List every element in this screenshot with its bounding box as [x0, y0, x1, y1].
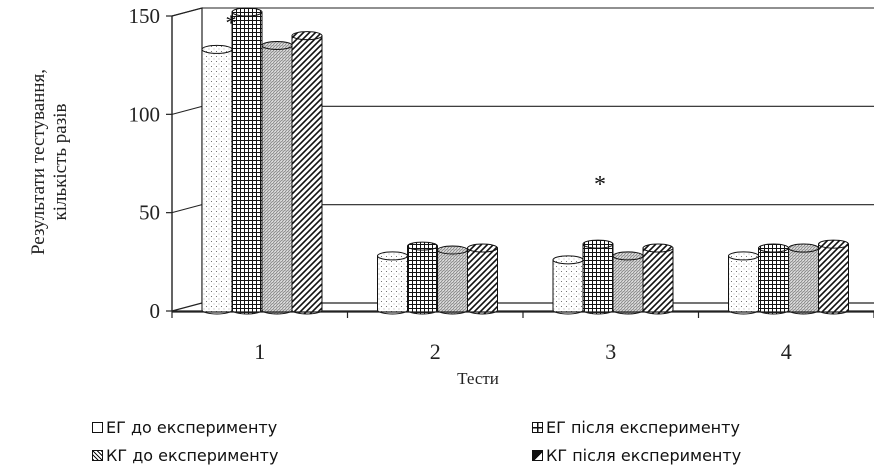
bar-chart: 0 50 100 150 1 2 3 4 Тести * * — [129, 4, 874, 388]
bar — [291, 31, 323, 315]
bar-body — [552, 259, 584, 315]
legend-label: ЕГ після експерименту — [546, 418, 740, 437]
legend-swatch-empty-icon — [92, 422, 103, 433]
legend-label: ЕГ до експерименту — [106, 418, 278, 437]
bar-top — [437, 245, 468, 255]
x-axis-title: Тести — [457, 369, 499, 388]
bar-body — [728, 255, 759, 315]
bar-body — [582, 243, 614, 315]
bar — [261, 40, 293, 315]
bar-body — [467, 247, 498, 315]
bar-body — [261, 44, 293, 315]
y-tick-label: 100 — [129, 102, 161, 126]
bar-top — [377, 251, 408, 261]
bar — [728, 251, 759, 315]
legend: ЕГ до експерименту ЕГ після експерименту… — [0, 412, 874, 470]
bar — [818, 239, 849, 315]
bar-body — [758, 247, 789, 315]
bar-top — [612, 251, 644, 261]
y-tick-label: 0 — [150, 299, 161, 323]
legend-item-kg-before: КГ до експерименту — [92, 446, 278, 465]
bar — [582, 239, 614, 315]
y-tick-label: 50 — [139, 201, 160, 225]
bar-top — [758, 243, 789, 253]
bar-body — [437, 249, 468, 315]
bar — [377, 251, 408, 315]
bar-top — [788, 243, 819, 253]
bar-body — [612, 255, 644, 315]
bars — [201, 7, 849, 315]
bar-body — [291, 35, 323, 315]
legend-item-eg-after: ЕГ після експерименту — [532, 418, 740, 437]
x-axis: 1 2 3 4 — [171, 311, 874, 364]
bar — [758, 243, 789, 315]
bar-top — [818, 239, 849, 249]
bar-top — [467, 243, 498, 253]
gridline-diagonal — [171, 105, 203, 115]
bar — [612, 251, 644, 315]
side-wall — [171, 7, 203, 312]
bar — [642, 243, 674, 315]
gridline-diagonal — [171, 204, 203, 214]
bar-top — [582, 239, 614, 249]
x-tick-label: 1 — [254, 339, 265, 364]
y-axis-title: Результати тестування, кількість разів — [28, 57, 72, 267]
legend-swatch-dotted-icon — [92, 450, 103, 461]
bar-top — [407, 241, 438, 251]
bar-top — [291, 31, 323, 41]
bar-body — [377, 255, 408, 315]
bar — [552, 255, 584, 315]
legend-item-kg-after: КГ після експерименту — [532, 446, 741, 465]
bar — [201, 44, 233, 315]
y-axis-title-line2: кількість разів — [50, 103, 71, 221]
bar-body — [231, 11, 263, 315]
bar-top — [642, 243, 674, 253]
y-axis: 0 50 100 150 — [129, 4, 173, 323]
legend-label: КГ до експерименту — [106, 446, 279, 465]
bar — [231, 7, 263, 315]
bar — [407, 241, 438, 315]
bar-body — [642, 247, 674, 315]
legend-swatch-diagonal-icon — [532, 450, 543, 461]
legend-item-eg-before: ЕГ до експерименту — [92, 418, 277, 437]
gridline-diagonal — [171, 7, 203, 17]
x-tick-label: 2 — [430, 339, 441, 364]
x-tick-label: 3 — [605, 339, 616, 364]
legend-swatch-grid-icon — [532, 422, 543, 433]
legend-label: КГ після експерименту — [546, 446, 742, 465]
bar-top — [552, 255, 584, 265]
bar-top — [231, 7, 263, 17]
bar — [788, 243, 819, 315]
bar — [467, 243, 498, 315]
bar-body — [407, 245, 438, 315]
bar-top — [261, 40, 293, 50]
bar-body — [788, 247, 819, 315]
bar — [437, 245, 468, 315]
significance-marker-2: * — [594, 172, 606, 198]
y-tick-label: 150 — [129, 4, 161, 28]
y-axis-title-line1: Результати тестування, — [28, 68, 49, 256]
bar-body — [818, 243, 849, 315]
significance-marker-1: * — [226, 10, 237, 35]
bar-body — [201, 48, 233, 315]
x-tick-label: 4 — [781, 339, 792, 364]
bar-top — [201, 44, 233, 54]
bar-top — [728, 251, 759, 261]
